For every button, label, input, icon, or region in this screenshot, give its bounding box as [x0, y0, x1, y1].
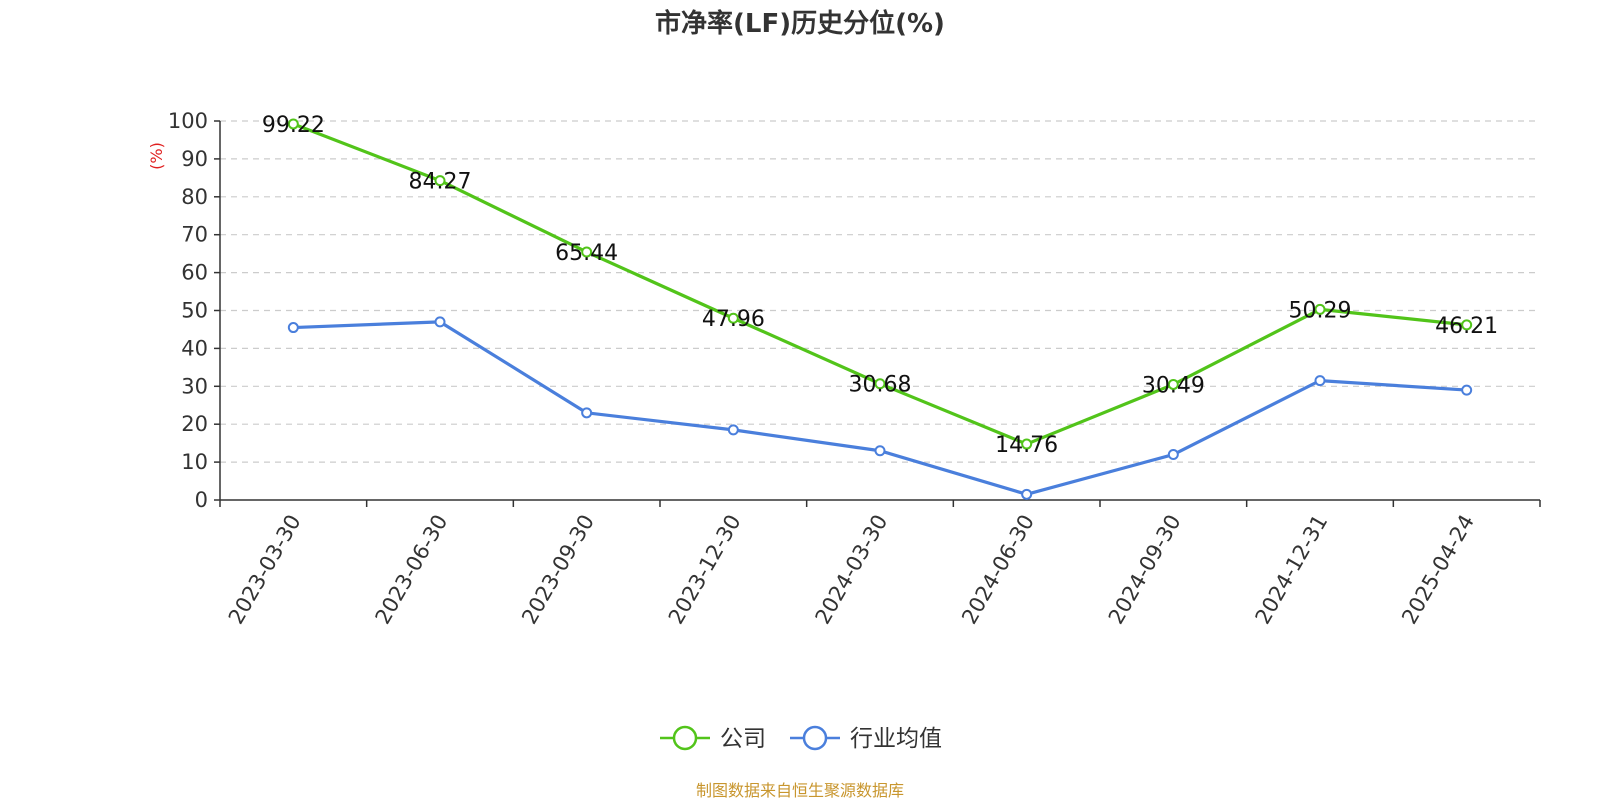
x-tick-label: 2024-09-30 — [1104, 511, 1186, 629]
y-axis-label: (%) — [147, 142, 166, 170]
legend-marker-icon — [802, 725, 828, 751]
data-point-0 — [1461, 319, 1473, 331]
y-tick-label: 90 — [181, 147, 208, 171]
y-tick-label: 30 — [181, 374, 208, 398]
data-point-0 — [1021, 438, 1033, 450]
y-tick-label: 50 — [181, 299, 208, 323]
data-label: 46.21 — [1435, 314, 1498, 339]
data-point-1 — [1167, 449, 1179, 461]
data-label: 30.68 — [849, 373, 912, 398]
data-point-0 — [1167, 378, 1179, 390]
data-point-0 — [727, 312, 739, 324]
y-tick-label: 20 — [181, 412, 208, 436]
y-tick-label: 0 — [195, 488, 208, 512]
series-lines — [287, 118, 1473, 500]
legend-label: 行业均值 — [850, 726, 942, 752]
x-tick-label: 2024-03-30 — [811, 511, 893, 629]
grid-lines — [220, 120, 1540, 463]
y-tick-label: 10 — [181, 450, 208, 474]
data-point-1 — [727, 424, 739, 436]
y-tick-label: 100 — [168, 109, 208, 133]
axes: 0 10 20 30 40 50 60 70 80 90 100 2023-03-30 2023-06-… — [168, 109, 1541, 629]
y-tick-label: 40 — [181, 336, 208, 360]
source-note: 制图数据来自恒生聚源数据库 — [696, 781, 904, 800]
data-point-0 — [581, 246, 593, 258]
x-tick-label: 2023-03-30 — [224, 511, 306, 629]
legend-item-1[interactable]: 行业均值 — [790, 725, 942, 752]
series-line-1 — [293, 320, 1467, 496]
chart-title: 市净率(LF)历史分位(%) — [655, 8, 945, 39]
x-tick-label: 2024-12-31 — [1251, 511, 1333, 629]
data-point-1 — [287, 322, 299, 334]
legend[interactable]: 公司 行业均值 — [660, 725, 942, 752]
data-labels: 99.22 84.27 65.44 47.96 30.68 14.76 30.49 50.29… — [262, 113, 1498, 458]
y-tick-label: 80 — [181, 185, 208, 209]
x-tick-label: 2023-06-30 — [371, 511, 453, 629]
legend-label: 公司 — [720, 726, 766, 752]
data-point-0 — [287, 118, 299, 130]
data-point-0 — [1314, 303, 1326, 315]
legend-marker-icon — [672, 725, 698, 751]
data-point-1 — [1461, 384, 1473, 396]
legend-item-0[interactable]: 公司 — [660, 725, 766, 752]
x-tick-label: 2023-12-30 — [664, 511, 746, 629]
data-point-1 — [1314, 375, 1326, 387]
y-tick-label: 60 — [181, 261, 208, 285]
data-point-1 — [581, 407, 593, 419]
data-label: 50.29 — [1289, 298, 1352, 323]
data-label: 65.44 — [555, 241, 618, 266]
x-tick-label: 2023-09-30 — [517, 511, 599, 629]
data-label: 84.27 — [409, 170, 472, 195]
x-tick-label: 2025-04-24 — [1397, 511, 1479, 629]
data-point-1 — [874, 445, 886, 457]
data-label: 14.76 — [995, 433, 1058, 458]
data-point-1 — [434, 316, 446, 328]
data-label: 30.49 — [1142, 373, 1205, 398]
data-point-0 — [874, 378, 886, 390]
x-tick-label: 2024-06-30 — [957, 511, 1039, 629]
y-tick-label: 70 — [181, 223, 208, 247]
data-label: 99.22 — [262, 113, 325, 138]
data-point-1 — [1021, 488, 1033, 500]
data-point-0 — [434, 175, 446, 187]
data-label: 47.96 — [702, 307, 765, 332]
